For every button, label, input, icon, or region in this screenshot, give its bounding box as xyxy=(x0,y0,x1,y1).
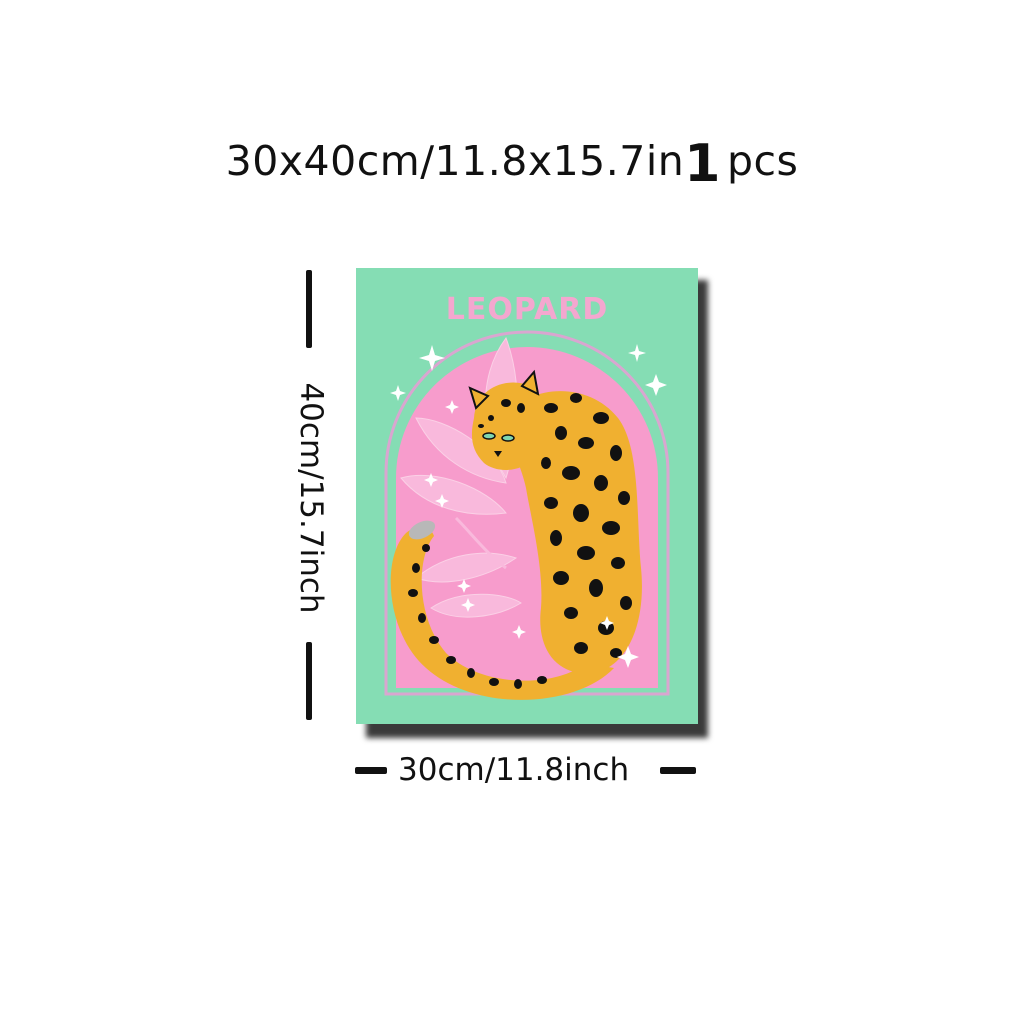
plant-leaves xyxy=(400,336,522,618)
height-marker-bottom xyxy=(306,642,312,720)
leopard-tail xyxy=(390,526,614,700)
arch-outline xyxy=(384,330,670,696)
leopard-head xyxy=(471,382,544,470)
sparkle-stars xyxy=(390,344,667,668)
quantity: 1 xyxy=(684,134,721,194)
leopard-eye-left xyxy=(482,432,496,440)
width-marker-right xyxy=(660,767,696,774)
leopard-poster: LEOPARD xyxy=(356,268,698,724)
height-label: 40cm/15.7inch xyxy=(293,382,329,614)
leopard-eye-right xyxy=(501,434,515,442)
leopard-ear-right xyxy=(520,369,540,396)
width-marker-left xyxy=(355,767,387,774)
height-marker-top xyxy=(306,270,312,348)
leopard-ear-left xyxy=(468,386,490,410)
poster-illustration xyxy=(384,330,670,700)
leopard-nose xyxy=(494,451,502,457)
width-label: 30cm/11.8inch xyxy=(398,752,630,788)
size-text: 30x40cm/11.8x15.7in xyxy=(225,137,685,185)
quantity-unit: pcs xyxy=(726,137,799,185)
poster-title: LEOPARD xyxy=(445,292,609,327)
tail-tip xyxy=(408,520,436,540)
leopard-spots xyxy=(408,393,632,689)
size-title: 30x40cm/11.8x15.7in1 pcs xyxy=(0,134,1024,194)
